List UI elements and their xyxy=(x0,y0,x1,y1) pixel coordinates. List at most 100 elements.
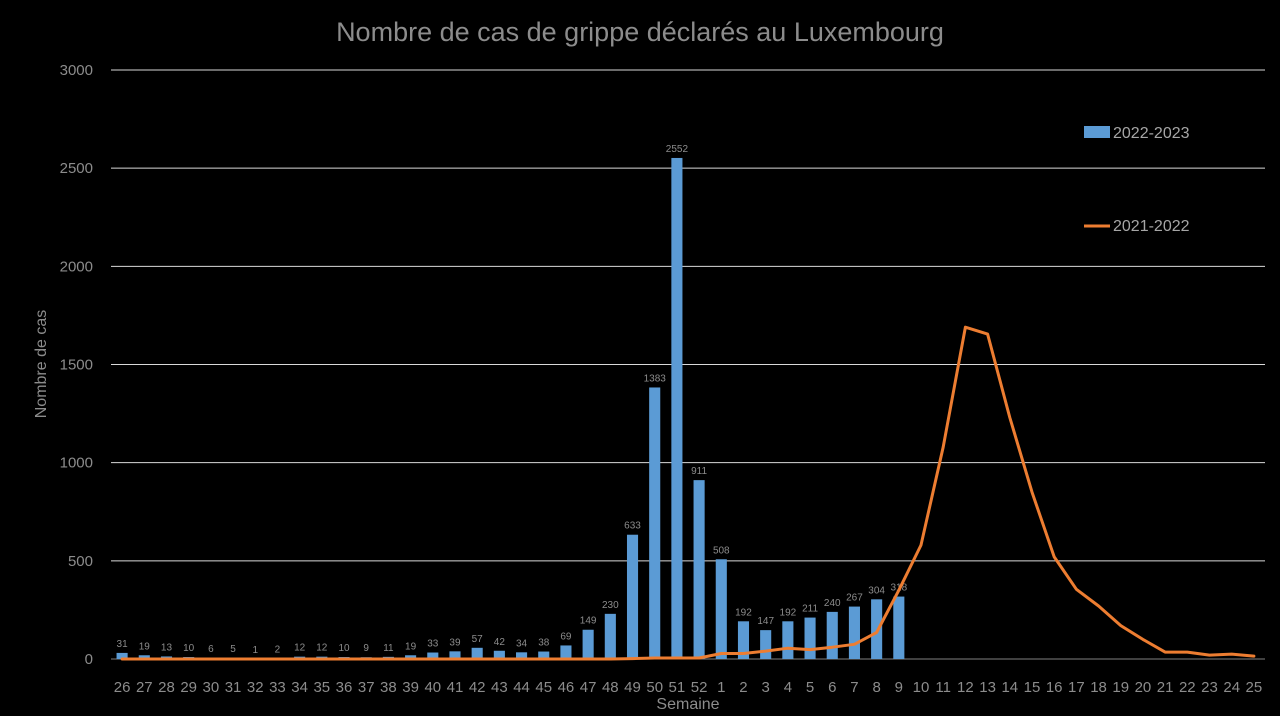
x-tick-label: 33 xyxy=(269,679,286,696)
bar-data-label: 13 xyxy=(161,642,173,653)
bar-data-label: 9 xyxy=(363,643,369,654)
bar xyxy=(138,655,150,659)
x-tick-label: 47 xyxy=(580,679,597,696)
chart-title: Nombre de cas de grippe déclarés au Luxe… xyxy=(336,17,944,47)
x-tick-label: 30 xyxy=(203,679,220,696)
x-tick-label: 48 xyxy=(602,679,619,696)
x-tick-label: 15 xyxy=(1024,679,1041,696)
legend: 2022-2023 2021-2022 xyxy=(1084,125,1190,235)
bar-data-label: 6 xyxy=(208,644,214,655)
y-tick-label: 2000 xyxy=(60,258,93,275)
x-tick-label: 23 xyxy=(1201,679,1218,696)
bar-data-label: 2 xyxy=(275,645,281,656)
x-tick-label: 19 xyxy=(1112,679,1129,696)
x-tick-label: 10 xyxy=(913,679,930,696)
x-tick-label: 1 xyxy=(717,679,725,696)
y-tick-label: 0 xyxy=(85,651,93,668)
bar-data-label: 304 xyxy=(868,585,885,596)
bar xyxy=(626,534,639,659)
bar xyxy=(671,157,683,659)
bar xyxy=(427,652,439,659)
x-tick-label: 16 xyxy=(1046,679,1063,696)
bar xyxy=(760,630,772,659)
x-tick-label: 40 xyxy=(424,679,441,696)
x-tick-label: 5 xyxy=(806,679,814,696)
x-tick-label: 51 xyxy=(669,679,686,696)
bar xyxy=(782,621,794,659)
bar-data-label: 57 xyxy=(472,634,484,645)
bar-data-label: 11 xyxy=(383,643,394,654)
x-axis-label: Semaine xyxy=(656,696,719,713)
x-tick-label: 6 xyxy=(828,679,836,696)
x-tick-label: 31 xyxy=(225,679,242,696)
series-line-2021-2022 xyxy=(120,325,1256,661)
x-tick-label: 28 xyxy=(158,679,175,696)
bar-data-label: 267 xyxy=(846,593,863,604)
x-tick-label: 35 xyxy=(313,679,330,696)
x-tick-label: 43 xyxy=(491,679,508,696)
bar-data-label: 633 xyxy=(624,521,641,532)
bar xyxy=(826,611,838,659)
bar-data-label: 42 xyxy=(494,637,506,648)
x-tick-label: 14 xyxy=(1001,679,1018,696)
bar-data-label: 34 xyxy=(516,638,528,649)
x-tick-label: 17 xyxy=(1068,679,1085,696)
line-series xyxy=(120,325,1256,661)
bar-data-label: 19 xyxy=(139,641,151,652)
bar xyxy=(493,650,505,659)
bar xyxy=(471,647,483,659)
bar xyxy=(560,645,572,659)
bar-data-label: 192 xyxy=(735,607,752,618)
bar-data-label: 39 xyxy=(449,637,461,648)
x-tick-label: 36 xyxy=(336,679,353,696)
x-tick-label: 42 xyxy=(469,679,486,696)
legend-label-2022-2023: 2022-2023 xyxy=(1113,125,1190,142)
bar xyxy=(649,387,661,659)
bar xyxy=(871,599,883,659)
bar xyxy=(737,621,750,659)
x-tick-label: 21 xyxy=(1157,679,1174,696)
bar-data-label: 211 xyxy=(802,604,818,615)
bar-data-label: 31 xyxy=(117,639,129,650)
x-tick-label: 46 xyxy=(558,679,575,696)
bar xyxy=(582,629,594,659)
bar xyxy=(116,652,128,659)
x-tick-label: 12 xyxy=(957,679,974,696)
x-tick-label: 8 xyxy=(872,679,880,696)
bar-data-label: 1383 xyxy=(644,373,667,384)
bar-data-label: 240 xyxy=(824,598,841,609)
bar-data-label: 12 xyxy=(294,643,306,654)
legend-label-2021-2022: 2021-2022 xyxy=(1113,218,1190,235)
y-axis-label: Nombre de cas xyxy=(33,310,50,419)
x-tick-label: 24 xyxy=(1223,679,1240,696)
bar-data-label: 5 xyxy=(230,644,236,655)
x-tick-label: 22 xyxy=(1179,679,1196,696)
bar xyxy=(449,651,461,659)
x-tick-label: 27 xyxy=(136,679,153,696)
x-tick-label: 3 xyxy=(762,679,770,696)
x-tick-label: 34 xyxy=(291,679,308,696)
bar-data-label: 911 xyxy=(691,466,707,477)
x-tick-label: 13 xyxy=(979,679,996,696)
bar-data-label: 147 xyxy=(757,616,774,627)
bar-data-label: 508 xyxy=(713,545,730,556)
x-tick-label: 7 xyxy=(850,679,858,696)
x-axis-ticks: 26 27 28 29 30 31 32 33 34 35 36 37 38 39 40 41 42 43 44 45… xyxy=(114,679,1262,696)
bar xyxy=(804,617,816,659)
x-tick-label: 20 xyxy=(1135,679,1152,696)
bar xyxy=(538,651,550,659)
bar xyxy=(715,559,727,659)
x-tick-label: 49 xyxy=(624,679,641,696)
x-tick-label: 25 xyxy=(1246,679,1263,696)
bar xyxy=(405,655,417,659)
bar-data-label: 192 xyxy=(780,607,797,618)
legend-swatch-bar xyxy=(1084,126,1110,138)
bar xyxy=(893,596,905,659)
x-tick-label: 2 xyxy=(739,679,747,696)
x-tick-label: 52 xyxy=(691,679,708,696)
x-tick-label: 11 xyxy=(935,679,951,696)
x-tick-label: 9 xyxy=(895,679,903,696)
